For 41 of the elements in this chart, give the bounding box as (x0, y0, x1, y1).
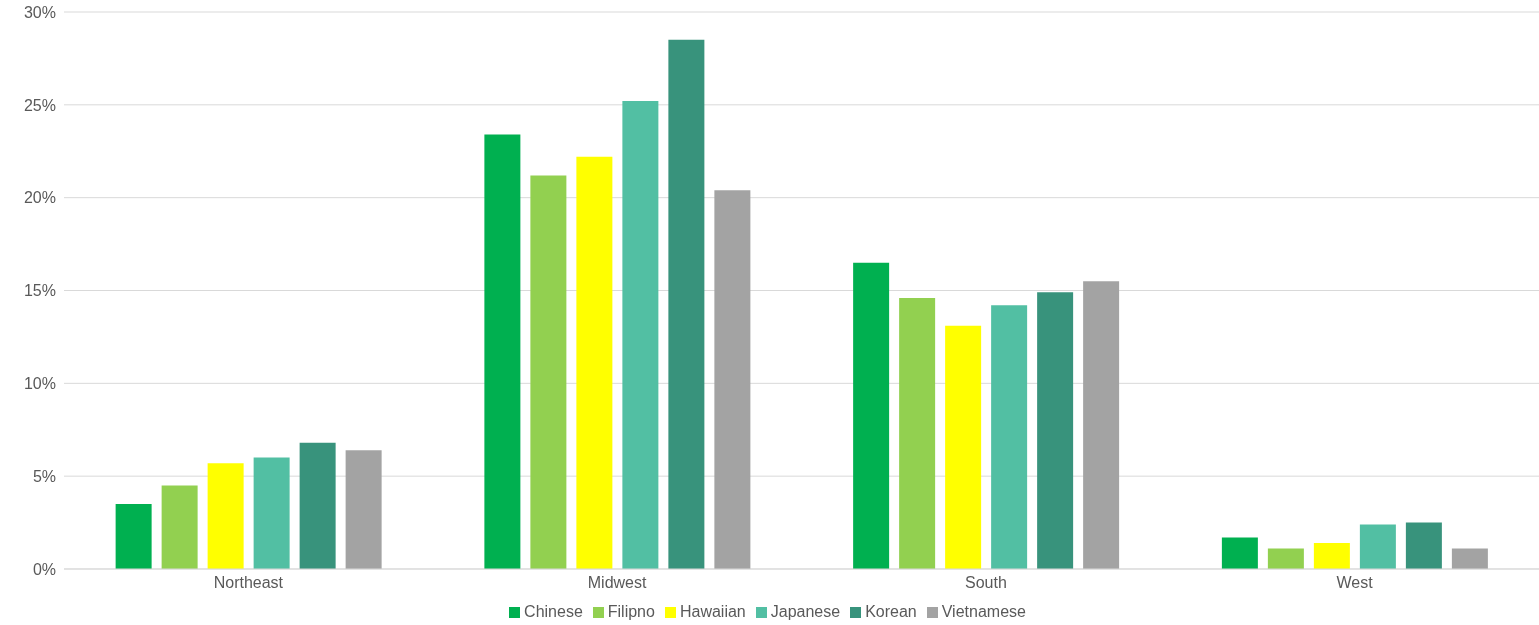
bar (1313, 543, 1350, 569)
y-tick-label: 10% (23, 375, 56, 393)
bar (1359, 524, 1396, 569)
y-tick-label: 25% (23, 96, 56, 114)
bar (1083, 281, 1120, 569)
bar (991, 305, 1028, 569)
bar (484, 134, 521, 569)
bar (622, 101, 659, 569)
bar (161, 485, 198, 569)
y-tick-label: 30% (23, 3, 56, 21)
bar (253, 457, 290, 569)
legend-label: Chinese (524, 603, 583, 620)
bar (1221, 537, 1258, 569)
bar (299, 442, 336, 569)
bar (899, 297, 936, 569)
y-tick-label: 0% (32, 560, 56, 578)
bar (345, 450, 382, 569)
bar (945, 325, 982, 569)
bar (207, 463, 244, 569)
legend-label: Hawaiian (679, 603, 746, 620)
bar (530, 175, 567, 569)
legend-label: Filipno (607, 603, 655, 620)
y-tick-label: 15% (23, 282, 56, 300)
legend-label: Japanese (770, 603, 841, 620)
bar (853, 262, 890, 569)
bar (576, 156, 613, 569)
bar (1451, 548, 1488, 569)
x-tick-label: South (964, 574, 1007, 592)
y-tick-label: 20% (23, 189, 56, 207)
bar (1267, 548, 1304, 569)
bar (668, 39, 705, 569)
bar (1405, 522, 1442, 569)
legend-label: Vietnamese (941, 603, 1026, 620)
legend-label: Korean (865, 603, 917, 620)
y-tick-label: 5% (32, 467, 56, 485)
x-tick-label: Midwest (587, 574, 648, 592)
x-tick-label: Northeast (213, 574, 284, 592)
bar (115, 504, 152, 569)
bar (1037, 292, 1074, 569)
bar (714, 190, 751, 569)
x-tick-label: West (1336, 574, 1374, 592)
